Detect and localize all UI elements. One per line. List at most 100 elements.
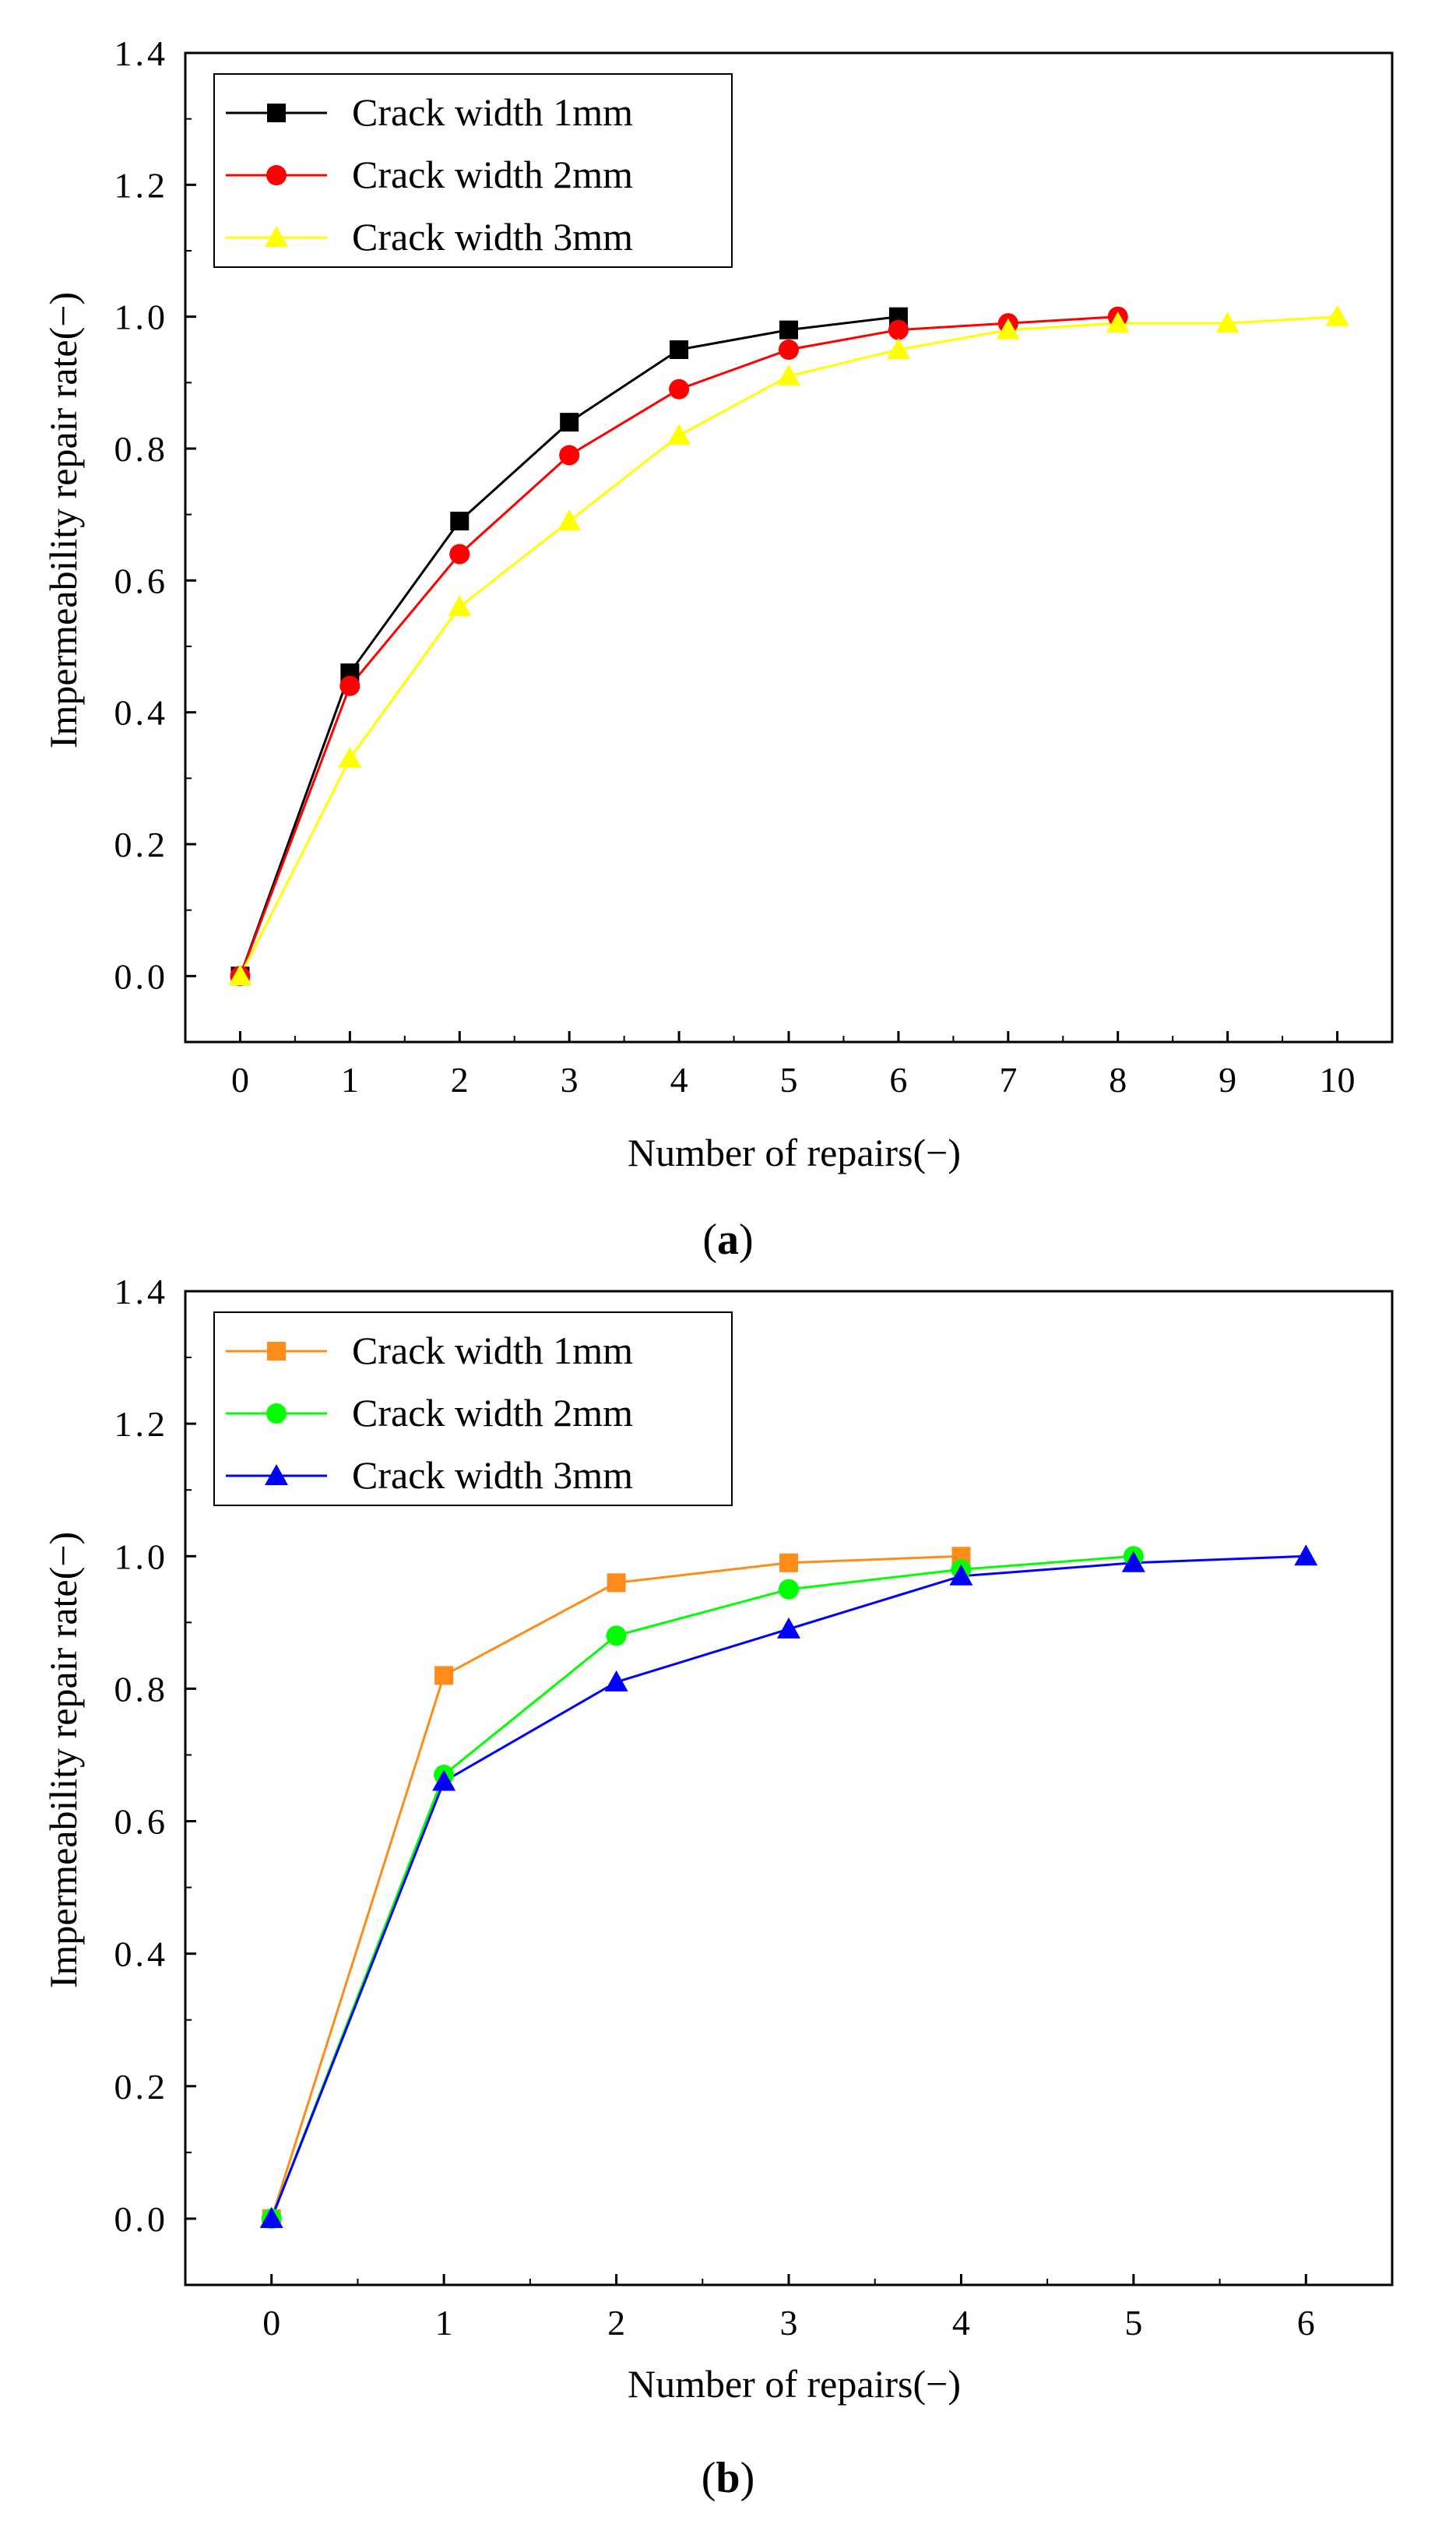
- chart-a-series-2-point-3: [559, 445, 580, 466]
- chart-a-series-2-point-4: [669, 378, 690, 400]
- chart-b-y-tick-label-7: 1.4: [114, 1272, 169, 1311]
- chart-b-legend-box: [213, 1311, 733, 1506]
- chart-b: 0.0 0.2 0.4 0.6 0.8 1.0 1.2 1.4 0 1 2 3 4 5 6 Imperme…: [41, 1272, 1394, 2502]
- chart-a-x-tick-label-3: 3: [561, 1060, 579, 1100]
- chart-a-series-3-point-9: [1215, 312, 1240, 333]
- chart-b-series-3-point-1: [432, 1769, 456, 1791]
- chart-a-series-1-point-4: [670, 340, 689, 359]
- chart-b-y-ticks: 0.0 0.2 0.4 0.6 0.8 1.0 1.2 1.4: [114, 1272, 196, 2286]
- chart-a-legend-marker-2: [266, 165, 287, 185]
- chart-a-series-3-line: [239, 315, 1338, 977]
- chart-a-series-3-point-0: [228, 964, 252, 986]
- chart-b-legend-label-2: Crack width 2mm: [352, 1391, 633, 1434]
- chart-a-legend-label-3: Crack width 3mm: [352, 215, 633, 259]
- chart-b-series-1-point-1: [434, 1666, 454, 1685]
- chart-b-x-tick-label-1: 1: [435, 2303, 453, 2343]
- chart-a-series-3-point-6: [886, 338, 910, 359]
- chart-b-y-tick-label-0: 0.0: [114, 2199, 169, 2239]
- chart-b-series-3-point-6: [1294, 1544, 1318, 1566]
- chart-a-series-3-point-4: [667, 424, 691, 445]
- chart-b-y-tick-label-1: 0.2: [114, 2067, 169, 2107]
- chart-a-x-axis-label: Number of repairs(−): [628, 1131, 961, 1174]
- chart-a-series-3-point-10: [1325, 304, 1349, 326]
- chart-a-y-tick-label-4: 0.8: [114, 429, 169, 469]
- chart-a-x-tick-label-9: 9: [1219, 1060, 1236, 1100]
- chart-b-series-3-line: [270, 1554, 1307, 2220]
- chart-b-panel-label-letter: b: [716, 2454, 740, 2502]
- chart-b-series-1-line: [270, 1554, 962, 2220]
- chart-a-series-2-point-2: [449, 544, 470, 565]
- chart-a-legend-marker-3: [265, 226, 288, 247]
- chart-a-x-tick-label-0: 0: [231, 1060, 249, 1100]
- chart-a-x-tick-label-10: 10: [1320, 1060, 1356, 1100]
- chart-b-series-3-point-0: [259, 2206, 283, 2228]
- chart-a-y-axis-label: Impermeability repair rate(−): [41, 292, 85, 748]
- chart-a-x-tick-label-1: 1: [341, 1060, 359, 1100]
- chart-a-series-3-point-8: [1106, 312, 1130, 333]
- chart-a-series-3-point-1: [338, 746, 362, 768]
- chart-a-legend-box: [213, 73, 733, 268]
- chart-b-y-tick-label-3: 0.6: [114, 1802, 169, 1842]
- chart-a-series-3-point-5: [777, 364, 800, 385]
- chart-b-legend-marker-3: [265, 1464, 288, 1485]
- chart-b-series-3-point-5: [1121, 1551, 1145, 1572]
- chart-b-series-3-point-2: [604, 1670, 628, 1691]
- chart-a-x-ticks: 0 1 2 3 4 5 6 7 8 9 10: [231, 1031, 1356, 1100]
- chart-a-x-tick-label-7: 7: [999, 1060, 1017, 1100]
- chart-a-y-tick-label-6: 1.2: [114, 165, 169, 205]
- chart-b-y-tick-label-4: 0.8: [114, 1669, 169, 1709]
- chart-a: 0.0 0.2 0.4 0.6 0.8 1.0 1.2 1.4 0 1 2 3 4 5 6 7 8 9 10 Im…: [41, 33, 1394, 1264]
- chart-a-legend: Crack width 1mm Crack width 2mm Crack wi…: [213, 73, 733, 268]
- chart-a-y-tick-label-0: 0.0: [114, 956, 169, 996]
- chart-b-legend-marker-1: [267, 1342, 286, 1361]
- chart-b-x-tick-label-6: 6: [1297, 2303, 1315, 2343]
- chart-b-y-tick-label-5: 1.0: [114, 1537, 169, 1576]
- chart-a-series-2-line: [239, 315, 1118, 977]
- chart-a-x-tick-label-4: 4: [670, 1060, 688, 1100]
- chart-b-panel-label: (b): [702, 2454, 754, 2502]
- chart-a-y-tick-label-3: 0.6: [114, 561, 169, 600]
- chart-b-series-2-line: [270, 1554, 1134, 2220]
- chart-b-x-tick-label-0: 0: [262, 2303, 280, 2343]
- chart-a-series: [228, 304, 1349, 987]
- chart-b-y-tick-label-2: 0.4: [114, 1934, 169, 1974]
- chart-a-panel-label-letter: a: [717, 1216, 739, 1264]
- chart-b-series-3-point-3: [777, 1617, 800, 1639]
- chart-b-x-tick-label-4: 4: [952, 2303, 970, 2343]
- chart-b-series-2-point-3: [779, 1579, 799, 1600]
- chart-b-x-tick-label-5: 5: [1124, 2303, 1142, 2343]
- chart-b-y-axis-label: Impermeability repair rate(−): [41, 1532, 85, 1988]
- chart-a-panel-label: (a): [702, 1216, 753, 1264]
- chart-a-series-1-point-5: [779, 320, 798, 340]
- chart-b-x-tick-label-2: 2: [607, 2303, 625, 2343]
- chart-a-legend-label-1: Crack width 1mm: [352, 90, 633, 134]
- chart-a-series-2-point-1: [339, 675, 360, 696]
- chart-a-series-2-point-5: [779, 340, 799, 360]
- chart-b-legend-marker-2: [266, 1403, 287, 1424]
- chart-a-x-tick-label-6: 6: [889, 1060, 907, 1100]
- chart-a-series-3-point-3: [557, 509, 582, 531]
- chart-b-series-3-point-4: [949, 1564, 973, 1586]
- chart-a-y-tick-label-5: 1.0: [114, 297, 169, 337]
- chart-a-x-tick-label-5: 5: [780, 1060, 798, 1100]
- chart-a-x-tick-label-8: 8: [1109, 1060, 1127, 1100]
- chart-b-series-2-point-2: [606, 1625, 627, 1646]
- chart-a-series-2-point-6: [888, 319, 909, 340]
- chart-a-y-tick-label-2: 0.4: [114, 693, 169, 733]
- chart-a-legend-label-2: Crack width 2mm: [352, 153, 633, 196]
- chart-b-series: [259, 1544, 1318, 2229]
- chart-a-series-3-point-7: [996, 318, 1020, 340]
- chart-a-y-tick-label-1: 0.2: [114, 825, 169, 864]
- chart-b-legend-label-1: Crack width 1mm: [352, 1329, 633, 1372]
- chart-a-series-1-point-3: [560, 413, 579, 432]
- chart-b-x-tick-label-3: 3: [780, 2303, 798, 2343]
- chart-a-series-1-point-2: [450, 512, 470, 531]
- chart-b-series-1-point-3: [779, 1553, 798, 1572]
- chart-b-x-ticks: 0 1 2 3 4 5 6: [262, 2274, 1315, 2343]
- chart-b-y-tick-label-6: 1.2: [114, 1404, 169, 1444]
- chart-b-series-1-point-2: [607, 1573, 626, 1593]
- chart-a-y-ticks: 0.0 0.2 0.4 0.6 0.8 1.0 1.2 1.4: [114, 33, 196, 1043]
- chart-a-y-tick-label-7: 1.4: [114, 33, 169, 73]
- chart-a-series-3-point-2: [448, 595, 472, 617]
